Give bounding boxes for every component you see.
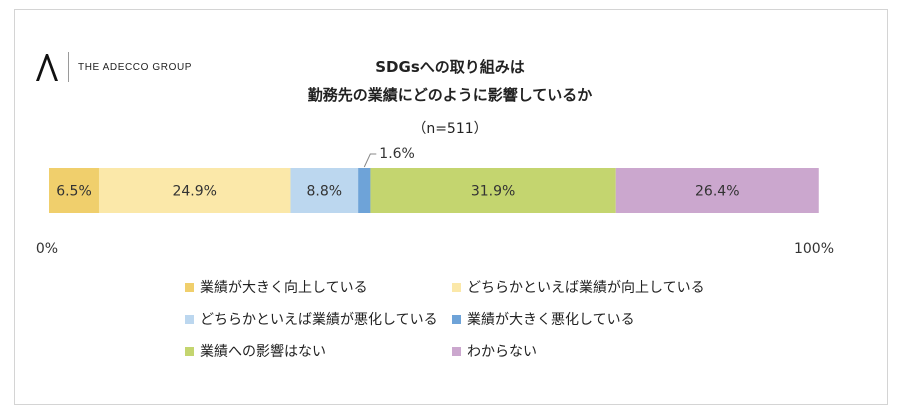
legend-item-2: どちらかといえば業績が向上している (452, 277, 705, 297)
legend-label-5: 業績への影響はない (200, 344, 326, 360)
bar-segment-6 (615, 168, 819, 213)
data-label-leader-4 (363, 153, 377, 168)
data-label-3: 8.8% (307, 184, 343, 200)
legend-label-3: どちらかといえば業績が悪化している (200, 312, 438, 328)
adecco-a-logo-icon (36, 54, 58, 81)
legend-swatch-3 (185, 314, 194, 324)
x-axis-label-max: 100% (794, 241, 834, 257)
legend-swatch-2 (452, 282, 461, 292)
chart-title-line-2: 勤務先の業績にどのように影響しているか (307, 86, 593, 104)
data-label-5: 31.9% (471, 184, 515, 200)
data-label-4: 1.6% (379, 146, 415, 162)
legend-swatch-5 (185, 346, 194, 356)
legend-item-3: どちらかといえば業績が悪化している (185, 309, 438, 329)
bar-segment-3 (290, 168, 359, 213)
legend-item-4: 業績が大きく悪化している (452, 309, 635, 329)
chart-title-line-1: SDGsへの取り組みは (375, 58, 525, 76)
x-axis-label-min: 0% (36, 241, 58, 257)
data-label-1: 6.5% (56, 184, 92, 200)
sample-size: （n=511） (412, 121, 488, 137)
legend-swatch-1 (185, 282, 194, 292)
legend-swatch-4 (452, 314, 461, 324)
legend-label-4: 業績が大きく悪化している (467, 312, 635, 328)
legend-label-2: どちらかといえば業績が向上している (467, 280, 705, 296)
bar-segment-2 (98, 168, 291, 213)
bar-segment-4 (358, 168, 371, 213)
logo-text: THE ADECCO GROUP (78, 61, 193, 73)
legend-label-6: わからない (467, 344, 537, 360)
legend-item-5: 業績への影響はない (185, 341, 326, 361)
legend-item-1: 業績が大きく向上している (185, 277, 368, 297)
logo-separator (68, 52, 69, 82)
bar-segment-5 (370, 168, 616, 213)
data-label-2: 24.9% (172, 184, 216, 200)
legend-swatch-6 (452, 346, 461, 356)
bar-segment-1 (49, 168, 99, 213)
data-label-6: 26.4% (695, 184, 739, 200)
legend-label-1: 業績が大きく向上している (200, 280, 368, 296)
legend-item-6: わからない (452, 341, 537, 361)
logo: THE ADECCO GROUP (34, 52, 192, 82)
